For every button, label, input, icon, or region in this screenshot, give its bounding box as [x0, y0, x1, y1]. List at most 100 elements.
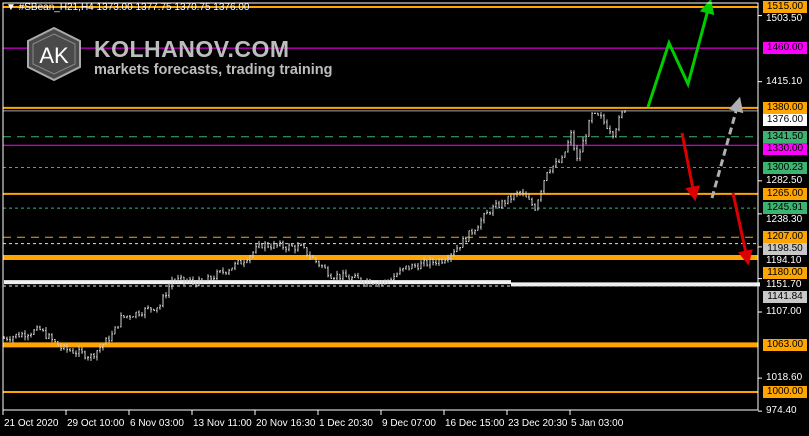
ohlc-bar — [345, 269, 347, 278]
ohlc-bar — [75, 350, 77, 357]
ohlc-bar — [429, 256, 431, 269]
ohlc-bar — [231, 267, 233, 271]
symbol-name: #SBean_H21,H4 — [18, 2, 94, 13]
ohlc-bar — [456, 244, 458, 253]
ohlc-bar — [441, 258, 443, 265]
ohlc-bar — [264, 241, 266, 252]
ohlc-bar — [246, 258, 248, 264]
ohlc-bar — [117, 326, 119, 330]
ohlc-bar — [315, 257, 317, 264]
ohlc-bar — [309, 251, 311, 260]
ohlc-bar — [183, 276, 185, 286]
ohlc-bar — [153, 308, 155, 312]
ohlc-bar — [243, 259, 245, 268]
price-label-1141.84: 1141.84 — [763, 291, 807, 304]
ohlc-bar — [507, 195, 509, 205]
ohlc-bar — [111, 330, 113, 342]
ak-logo-icon: AK — [27, 26, 81, 82]
ohlc-bar — [123, 315, 125, 319]
ohlc-bar — [129, 315, 131, 321]
time-tick-label: 13 Nov 11:00 — [193, 418, 252, 429]
time-tick-label: 29 Oct 10:00 — [67, 418, 125, 429]
ohlc-bar — [354, 273, 356, 278]
price-label-1341.50: 1341.50 — [763, 130, 807, 143]
svg-text:AK: AK — [39, 43, 69, 68]
ohlc-bar — [351, 275, 353, 281]
ohlc-bar — [534, 203, 536, 211]
ohlc-bar — [435, 259, 437, 266]
ohlc-bar — [213, 275, 215, 281]
ohlc-bar — [339, 273, 341, 282]
ohlc-bar — [27, 333, 29, 341]
ohlc-bar — [54, 338, 56, 343]
ohlc-bar — [192, 276, 194, 286]
price-label-1245.91: 1245.91 — [763, 202, 807, 215]
ohlc-bar — [159, 304, 161, 310]
price-label-1180.00: 1180.00 — [763, 267, 807, 280]
bullish-forecast-arrow — [646, 0, 715, 108]
ohlc-bar — [276, 242, 278, 248]
ohlc-bar — [72, 347, 74, 354]
ohlc-bar — [39, 325, 41, 331]
ohlc-bar — [6, 336, 8, 342]
ohlc-bar — [255, 243, 257, 254]
ohlc-bar — [252, 251, 254, 259]
ohlc-bar — [303, 243, 305, 249]
ohlc-bar — [273, 240, 275, 250]
ohlc-bar — [66, 343, 68, 353]
ohlc-bar — [9, 336, 11, 343]
ohlc-bar — [411, 263, 413, 270]
ohlc-bar — [486, 209, 488, 215]
time-tick-label: 21 Oct 2020 — [4, 418, 59, 429]
ohlc-bar — [582, 137, 584, 153]
ohlc-bar — [174, 278, 176, 284]
price-label-1515.00: 1515.00 — [763, 1, 807, 13]
ohlc-bar — [540, 190, 542, 202]
ohlc-bar — [93, 353, 95, 360]
ohlc-bar — [381, 280, 383, 286]
ohlc-bar — [120, 312, 122, 328]
brand-tagline: markets forecasts, trading training — [94, 62, 333, 78]
ohlc-bar — [594, 112, 596, 115]
ohlc-bar — [42, 328, 44, 332]
ohlc-bar — [219, 270, 221, 274]
price-label-1330.00: 1330.00 — [763, 142, 807, 155]
ohlc-values: 1373.00 1377.75 1370.75 1376.00 — [96, 2, 250, 13]
price-tick-label: 1238.30 — [766, 214, 803, 226]
ohlc-bar — [69, 347, 71, 352]
ohlc-bar — [228, 268, 230, 275]
ohlc-bar — [438, 258, 440, 266]
ohlc-bar — [516, 190, 518, 198]
ohlc-bar — [555, 158, 557, 168]
ohlc-bar — [489, 211, 491, 216]
ohlc-bar — [294, 244, 296, 254]
ohlc-bar — [198, 276, 200, 287]
ohlc-bar — [237, 260, 239, 265]
ohlc-bar — [282, 240, 284, 250]
ohlc-bar — [132, 316, 134, 318]
ohlc-bar — [549, 168, 551, 174]
ohlc-bar — [270, 243, 272, 251]
time-tick-label: 20 Nov 16:30 — [256, 418, 316, 429]
ohlc-bar — [579, 148, 581, 162]
ohlc-bar — [546, 171, 548, 182]
ohlc-bar — [300, 243, 302, 247]
ohlc-bar — [327, 266, 329, 278]
ohlc-bar — [195, 281, 197, 288]
ohlc-bar — [603, 113, 605, 125]
collapse-triangle-icon[interactable]: ▼ — [6, 2, 19, 13]
ohlc-bar — [447, 254, 449, 263]
ohlc-bar — [432, 257, 434, 266]
alternative-forecast-arrow — [710, 96, 744, 199]
ohlc-bar — [90, 353, 92, 362]
ohlc-bar — [531, 197, 533, 207]
ohlc-bar — [423, 257, 425, 267]
ohlc-bar — [522, 188, 524, 197]
ohlc-bar — [177, 274, 179, 283]
ohlc-bar — [171, 276, 173, 290]
ohlc-bar — [348, 274, 350, 280]
ohlc-bar — [573, 130, 575, 151]
ohlc-bar — [360, 277, 362, 283]
time-tick-label: 1 Dec 20:30 — [319, 418, 373, 429]
